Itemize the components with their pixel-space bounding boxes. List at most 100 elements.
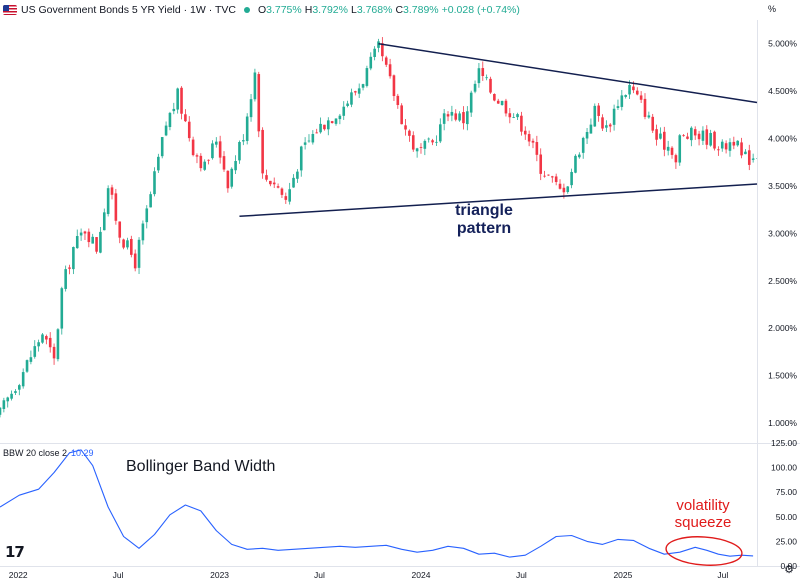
candle-down: [724, 143, 728, 150]
settings-gear-icon[interactable]: ⚙: [784, 564, 794, 576]
candle-down: [504, 100, 508, 114]
axis-unit-label[interactable]: %: [767, 4, 776, 14]
candle-down: [284, 196, 288, 200]
candle-up: [616, 106, 620, 108]
candle-down: [408, 130, 411, 136]
triangle-label-line2: pattern: [457, 220, 511, 237]
candle-down: [462, 112, 465, 124]
candle-down: [48, 337, 52, 348]
candle-up: [365, 68, 369, 86]
candle-up: [709, 132, 712, 146]
candle-up: [593, 105, 597, 127]
candle-up: [423, 140, 427, 149]
axis-layer: 1.000% 1.500% 2.000% 2.500% 3.000% 3.500% 4.00…: [9, 39, 798, 580]
candle-up: [157, 156, 160, 171]
candle-down: [419, 147, 423, 148]
bbw-tick-label: 25.00: [776, 536, 798, 546]
candle-up: [126, 240, 129, 248]
price-candles[interactable]: [0, 37, 755, 418]
candle-up: [41, 334, 44, 343]
candle-up: [307, 140, 311, 142]
price-tick-label: 1.000%: [768, 418, 797, 428]
candle-down: [632, 86, 635, 91]
candle-down: [195, 155, 199, 157]
time-tick-label: Jul: [516, 570, 527, 580]
candle-down: [180, 87, 183, 114]
candle-up: [242, 140, 245, 142]
triangle-trendlines: [239, 42, 758, 218]
candle-up: [720, 141, 724, 149]
candle-down: [539, 154, 543, 174]
candle-down: [184, 114, 187, 122]
candle-down: [330, 121, 334, 124]
candle-up: [234, 160, 237, 171]
candle-up: [0, 407, 2, 415]
candle-down: [207, 159, 210, 161]
time-tick-label: Jul: [113, 570, 124, 580]
bbw-tick-label: 50.00: [776, 512, 798, 522]
price-tick-label: 4.500%: [768, 86, 797, 96]
trendline-upper: [378, 42, 758, 104]
candle-down: [110, 187, 114, 195]
candle-down: [446, 114, 450, 117]
candle-up: [647, 115, 651, 118]
candle-up: [585, 131, 589, 139]
candle-up: [477, 68, 481, 84]
candle-down: [218, 141, 222, 158]
candle-down: [601, 117, 604, 129]
time-tick-label: 2022: [9, 570, 28, 580]
candle-up: [435, 141, 438, 143]
candle-down: [558, 183, 562, 189]
candle-down: [257, 74, 261, 132]
candle-up: [303, 142, 307, 145]
candle-up: [296, 171, 299, 179]
candle-down: [535, 142, 539, 155]
candle-up: [357, 88, 361, 94]
candle-up: [153, 171, 156, 195]
candle-up: [500, 100, 504, 106]
bbw-legend[interactable]: BBW 20 close 2 10.29: [3, 448, 94, 458]
candle-up: [168, 112, 172, 128]
candle-up: [612, 108, 616, 125]
candle-up: [18, 385, 21, 390]
candle-down: [384, 57, 388, 65]
time-tick-label: 2025: [613, 570, 632, 580]
candle-up: [14, 391, 17, 393]
candle-down: [693, 129, 697, 136]
time-tick-label: 2024: [412, 570, 431, 580]
candle-up: [326, 120, 330, 130]
candle-down: [261, 129, 264, 174]
candle-down: [639, 95, 643, 100]
candle-down: [431, 140, 434, 143]
candle-up: [149, 194, 152, 208]
bbw-legend-value: 10.29: [71, 448, 94, 458]
candle-down: [554, 176, 558, 183]
tradingview-logo-icon[interactable]: 17: [5, 543, 25, 561]
candle-up: [238, 142, 241, 161]
candle-up: [29, 357, 33, 362]
candle-down: [52, 346, 56, 359]
symbol-title[interactable]: US Government Bonds 5 YR Yield · 1W · TV…: [21, 4, 236, 16]
candle-up: [292, 177, 295, 188]
candle-down: [717, 149, 720, 151]
candle-up: [72, 247, 75, 270]
candle-up: [701, 130, 705, 141]
candle-down: [83, 231, 87, 234]
candle-up: [21, 372, 25, 387]
candle-down: [747, 150, 751, 165]
candle-down: [543, 175, 546, 177]
candle-down: [354, 91, 357, 93]
candle-up: [137, 239, 141, 268]
bbw-tick-label: 100.00: [771, 463, 797, 473]
candle-up: [37, 342, 40, 347]
candle-up: [427, 138, 431, 140]
candle-up: [373, 48, 376, 57]
price-tick-label: 3.500%: [768, 181, 797, 191]
candle-down: [663, 131, 666, 150]
candle-down: [87, 231, 91, 243]
candle-up: [2, 400, 6, 410]
candle-down: [114, 193, 118, 221]
candle-down: [655, 129, 658, 140]
